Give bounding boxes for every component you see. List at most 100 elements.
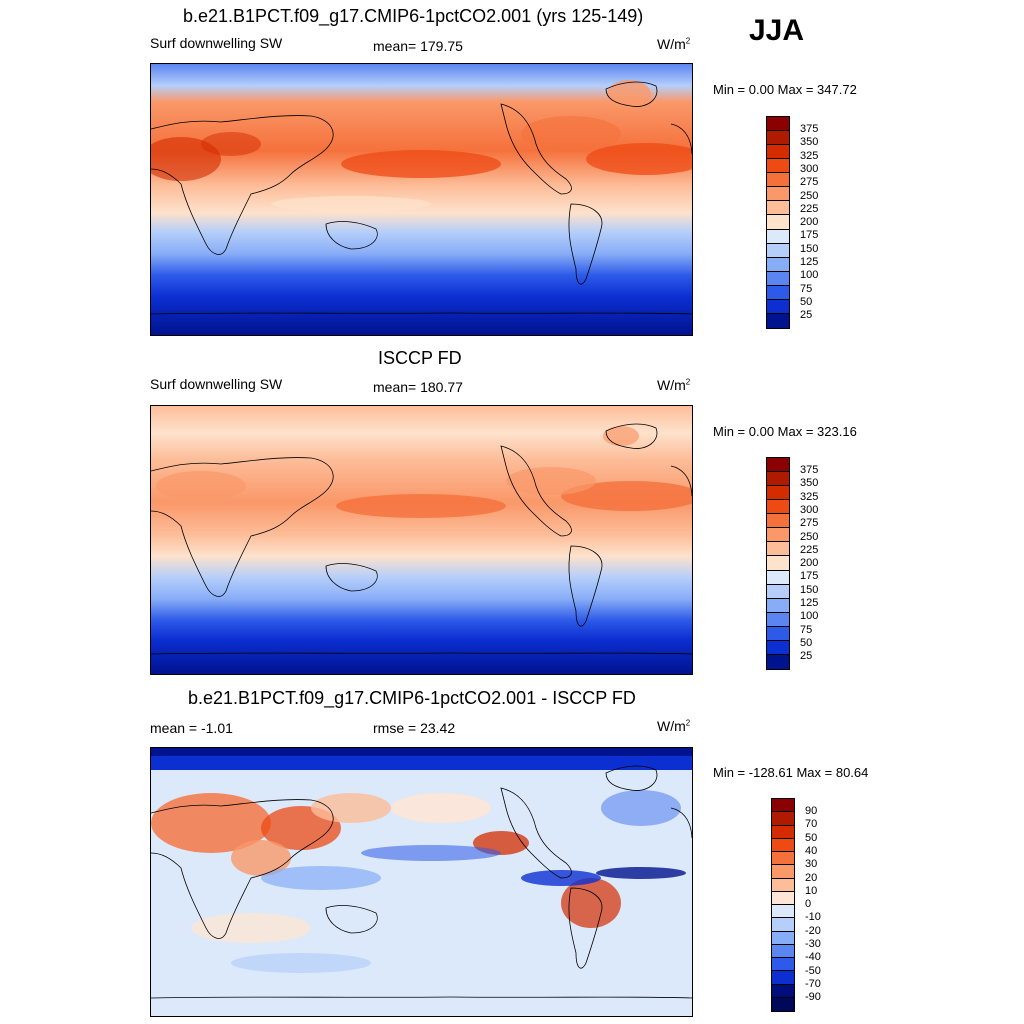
- panel3-colorbar-tick-label: 90: [805, 805, 818, 817]
- panel3-colorbar-swatch: [772, 958, 794, 972]
- panel3-colorbar-tick-label: 20: [805, 871, 818, 884]
- panel2-colorbar-tick-label: 150: [800, 583, 819, 596]
- panel1-colorbar-tick-label: 350: [800, 136, 819, 149]
- panel3-colorbar-swatch: [772, 891, 794, 905]
- panel1-map-canvas: [151, 64, 692, 335]
- panel3-colorbar-tick-label: 10: [805, 884, 818, 897]
- panel3-colorbar-swatch: [772, 838, 794, 852]
- panel3-colorbar-swatch: [772, 918, 794, 932]
- panel1-colorbar-tick-label: 200: [800, 216, 819, 229]
- panel2-colorbar-tick-label: 300: [800, 503, 819, 516]
- panel2-colorbar-tick-label: 100: [800, 610, 819, 623]
- panel2-colorbar-tick-label: 350: [800, 477, 819, 490]
- panel1-colorbar-swatch: [767, 229, 789, 244]
- panel3-colorbar-tick-label: 50: [805, 831, 818, 844]
- panel3-colorbar: [771, 798, 795, 1012]
- panel2-colorbar-swatch: [767, 626, 789, 641]
- panel1-colorbar-tick-label: 225: [800, 202, 819, 215]
- panel2-colorbar-tick-label: 50: [800, 636, 813, 649]
- panel1-colorbar-swatch: [767, 173, 789, 188]
- panel1-colorbar-tick-label: 100: [800, 269, 819, 282]
- panel2-colorbar-swatch: [767, 570, 789, 585]
- panel1-map: [150, 63, 693, 336]
- panel2-colorbar-tick-label: 75: [800, 623, 813, 636]
- panel1-colorbar-swatch: [767, 243, 789, 258]
- panel1-colorbar-tick-label: 25: [800, 309, 813, 322]
- panel3-colorbar-swatch: [772, 931, 794, 945]
- panel2-title: ISCCP FD: [378, 348, 462, 368]
- panel3-colorbar-tick-label: 0: [805, 898, 812, 911]
- panel2-colorbar-tick-label: 200: [800, 557, 819, 570]
- panel2-units: W/m2: [657, 377, 691, 393]
- panel3-colorbar-tick-label: -70: [805, 977, 821, 990]
- panel3-colorbar-swatch: [772, 905, 794, 919]
- panel1-colorbar-tick-label: 325: [800, 149, 819, 162]
- panel1-colorbar-swatch: [767, 145, 789, 160]
- panel1-variable-label: Surf downwelling SW: [150, 35, 283, 51]
- panel2-colorbar-swatch: [767, 584, 789, 599]
- panel1-colorbar-tick-label: 150: [800, 242, 819, 255]
- panel2-colorbar-swatch: [767, 514, 789, 529]
- panel3-colorbar-swatch: [772, 799, 794, 813]
- panel3-colorbar-tick-label: 30: [805, 858, 818, 871]
- panel1-colorbar-swatch: [767, 313, 789, 328]
- panel1-colorbar-tick-label: 175: [800, 229, 819, 242]
- panel3-colorbar-swatch: [772, 852, 794, 866]
- panel2-colorbar-swatch: [767, 640, 789, 655]
- panel3-colorbar-swatch: [772, 997, 794, 1011]
- panel3-units: W/m2: [657, 718, 691, 734]
- panel3-colorbar-tick-label: -90: [805, 991, 821, 1004]
- panel2-colorbar-tick-label: 275: [800, 517, 819, 530]
- panel3-colorbar-swatch: [772, 878, 794, 892]
- panel2-colorbar-swatch: [767, 486, 789, 501]
- panel1-colorbar-tick-label: 300: [800, 162, 819, 175]
- panel2-colorbar-swatch: [767, 612, 789, 627]
- panel3-colorbar-swatch: [772, 812, 794, 826]
- panel2-coastlines: [151, 423, 692, 655]
- panel3-rmse-label: rmse = 23.42: [373, 720, 456, 736]
- panel3-minmax: Min = -128.61 Max = 80.64: [713, 765, 869, 780]
- panel1-colorbar-swatch: [767, 215, 789, 230]
- panel1-colorbar-swatch: [767, 187, 789, 202]
- panel1-colorbar-tick-label: 375: [800, 123, 819, 135]
- panel3-title: b.e21.B1PCT.f09_g17.CMIP6-1pctCO2.001 - …: [188, 688, 636, 708]
- panel1-colorbar-tick-label: 50: [800, 295, 813, 308]
- panel2-map: [150, 405, 693, 675]
- panel2-colorbar-tick-label: 175: [800, 570, 819, 583]
- panel1-colorbar: [766, 116, 790, 329]
- panel3-colorbar-swatch: [772, 865, 794, 879]
- panel1-coastlines: [151, 81, 692, 315]
- panel3-colorbar-tick-label: -50: [805, 964, 821, 977]
- panel2-colorbar-tick-label: 250: [800, 530, 819, 543]
- panel3-map-canvas: [151, 748, 692, 1016]
- panel3-colorbar-tick-label: -40: [805, 951, 821, 964]
- panel2-colorbar-swatch: [767, 500, 789, 515]
- panel2-colorbar-swatch: [767, 654, 789, 669]
- panel2-map-canvas: [151, 406, 692, 674]
- panel3-colorbar-swatch: [772, 944, 794, 958]
- panel3-colorbar-swatch: [772, 825, 794, 839]
- panel2-colorbar: [766, 457, 790, 670]
- panel1-colorbar-swatch: [767, 299, 789, 314]
- panel1-colorbar-swatch: [767, 131, 789, 146]
- panel2-colorbar-tick-label: 225: [800, 543, 819, 556]
- panel2-colorbar-swatch: [767, 598, 789, 613]
- panel2-colorbar-tick-label: 325: [800, 490, 819, 503]
- panel1-mean-label: mean= 179.75: [373, 38, 463, 54]
- panel1-colorbar-swatch: [767, 201, 789, 216]
- panel1-minmax: Min = 0.00 Max = 347.72: [713, 82, 857, 97]
- panel2-minmax: Min = 0.00 Max = 323.16: [713, 424, 857, 439]
- panel3-coastlines: [151, 765, 692, 999]
- panel2-colorbar-swatch: [767, 528, 789, 543]
- panel3-colorbar-tick-label: -30: [805, 938, 821, 950]
- panel3-map: [150, 747, 693, 1017]
- panel3-colorbar-tick-label: 40: [805, 844, 818, 857]
- panel1-units: W/m2: [657, 36, 691, 52]
- panel2-mean-label: mean= 180.77: [373, 379, 463, 395]
- panel2-colorbar-tick-label: 25: [800, 650, 813, 663]
- panel1-colorbar-swatch: [767, 117, 789, 132]
- panel1-colorbar-swatch: [767, 285, 789, 300]
- panel3-colorbar-swatch: [772, 984, 794, 998]
- panel3-colorbar-tick-label: 70: [805, 818, 818, 831]
- panel1-colorbar-tick-label: 125: [800, 256, 819, 268]
